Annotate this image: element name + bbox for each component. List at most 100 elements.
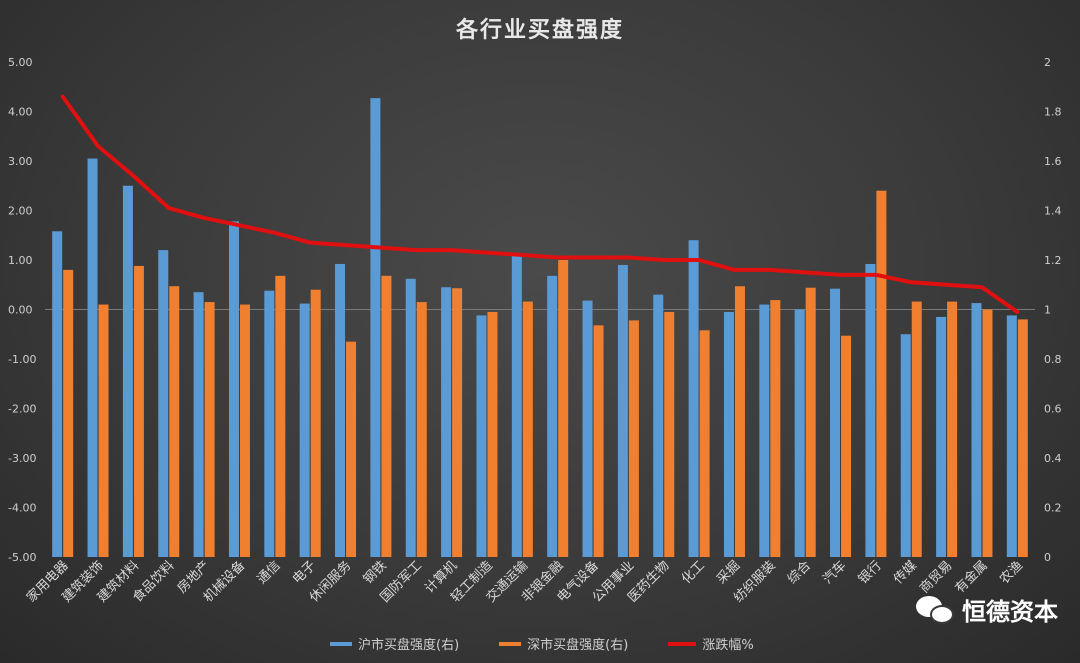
y-tick-label: 2.00	[8, 205, 33, 218]
y2-tick-label: 0.2	[1044, 502, 1062, 515]
bar-sh	[582, 300, 593, 557]
bar-sh	[228, 221, 239, 557]
y-tick-label: 4.00	[8, 106, 33, 119]
legend-swatch-sz	[499, 641, 522, 646]
bar-sz	[1017, 319, 1028, 557]
y-tick-label: 1.00	[8, 254, 33, 267]
y-tick-label: -4.00	[8, 502, 36, 515]
bar-sz	[381, 275, 392, 557]
y2-tick-label: 1.8	[1044, 106, 1062, 119]
bar-sz	[699, 330, 710, 557]
legend-label-sh: 沪市买盘强度(右)	[358, 638, 460, 653]
bar-sh	[370, 98, 381, 557]
y2-tick-label: 1.2	[1044, 254, 1062, 267]
y2-tick-label: 1.6	[1044, 155, 1062, 168]
bar-sh	[511, 256, 522, 557]
bar-sz	[522, 301, 533, 557]
bar-sz	[204, 302, 215, 557]
bar-sz	[63, 269, 74, 557]
bar-sh	[299, 303, 310, 557]
y-tick-label: -1.00	[8, 353, 36, 366]
chart-title: 各行业买盘强度	[455, 18, 624, 43]
chart-legend: 沪市买盘强度(右) 深市买盘强度(右) 涨跌幅%	[330, 634, 754, 653]
y2-tick-label: 0.4	[1044, 452, 1062, 465]
watermark: 恒德资本	[916, 592, 1058, 627]
bar-sz	[487, 311, 498, 557]
x-tick-label: 有金属	[952, 558, 991, 597]
legend-swatch-change	[668, 641, 697, 646]
bar-sh	[830, 288, 841, 557]
x-tick-label: 综合	[785, 558, 814, 587]
bar-sh	[653, 294, 664, 557]
bar-sz	[628, 320, 639, 557]
bar-sh	[405, 278, 416, 557]
bar-sh	[759, 304, 770, 557]
legend-label-change: 涨跌幅%	[702, 638, 754, 653]
bar-sh	[264, 290, 275, 557]
bar-sz	[770, 300, 781, 557]
bar-sz	[876, 190, 887, 557]
bar-sh	[794, 309, 805, 557]
legend-item-sz: 深市买盘强度(右)	[499, 634, 628, 653]
bar-sh	[936, 316, 947, 557]
bar-sz	[558, 260, 569, 557]
y-tick-label: 0.00	[8, 304, 33, 317]
x-tick-label: 传媒	[891, 558, 920, 587]
x-tick-label: 商贸易	[917, 558, 955, 596]
wechat-icon	[916, 594, 954, 626]
x-tick-label: 采掘	[714, 558, 743, 587]
bar-sz	[416, 302, 427, 557]
line-change	[60, 94, 1020, 314]
bar-sh	[547, 275, 558, 557]
bar-sz	[98, 304, 109, 557]
bar-sh	[87, 158, 98, 557]
bar-sh	[122, 185, 133, 557]
bar-sh	[476, 315, 487, 557]
y2-tick-label: 2	[1044, 56, 1051, 69]
y-tick-label: 3.00	[8, 155, 33, 168]
bar-sz	[664, 311, 675, 557]
bar-sh	[688, 240, 699, 557]
x-tick-label: 钢铁	[361, 558, 390, 587]
y-tick-label: -5.00	[8, 551, 36, 564]
bar-sh	[617, 264, 628, 557]
bar-sz	[239, 304, 250, 557]
bar-sh	[1006, 315, 1017, 557]
bar-sz	[310, 289, 321, 557]
y2-tick-label: 1.4	[1044, 205, 1062, 218]
bar-sz	[452, 288, 463, 557]
bar-sh	[900, 334, 911, 557]
bar-sz	[805, 287, 816, 557]
bar-sh	[193, 292, 204, 557]
y2-tick-label: 0	[1044, 551, 1051, 564]
y-tick-label: -2.00	[8, 403, 36, 416]
watermark-text: 恒德资本	[962, 598, 1058, 626]
bar-sz	[841, 335, 852, 557]
y-tick-label: -3.00	[8, 452, 36, 465]
bar-sz	[346, 341, 357, 557]
bar-sh	[865, 263, 876, 557]
bar-sz	[133, 265, 144, 557]
bar-sz	[169, 286, 180, 557]
bar-sh	[723, 311, 734, 557]
x-tick-label: 银行	[856, 558, 885, 587]
bar-sz	[947, 301, 958, 557]
bar-sh	[441, 287, 452, 557]
y2-tick-label: 1	[1044, 304, 1051, 317]
x-tick-label: 农渔	[997, 558, 1026, 587]
bar-sz	[734, 286, 745, 557]
x-tick-label: 电子	[290, 558, 319, 587]
bar-sz	[911, 301, 922, 557]
bar-sh	[335, 263, 346, 557]
y2-tick-label: 0.6	[1044, 403, 1062, 416]
bar-sz	[593, 325, 604, 557]
bar-sh	[158, 250, 169, 557]
bar-sz	[982, 309, 993, 557]
legend-item-sh: 沪市买盘强度(右)	[330, 634, 459, 653]
x-tick-label: 化工	[679, 558, 708, 587]
bar-sz	[275, 275, 286, 557]
legend-item-change: 涨跌幅%	[668, 634, 754, 653]
legend-label-sz: 深市买盘强度(右)	[527, 638, 629, 653]
